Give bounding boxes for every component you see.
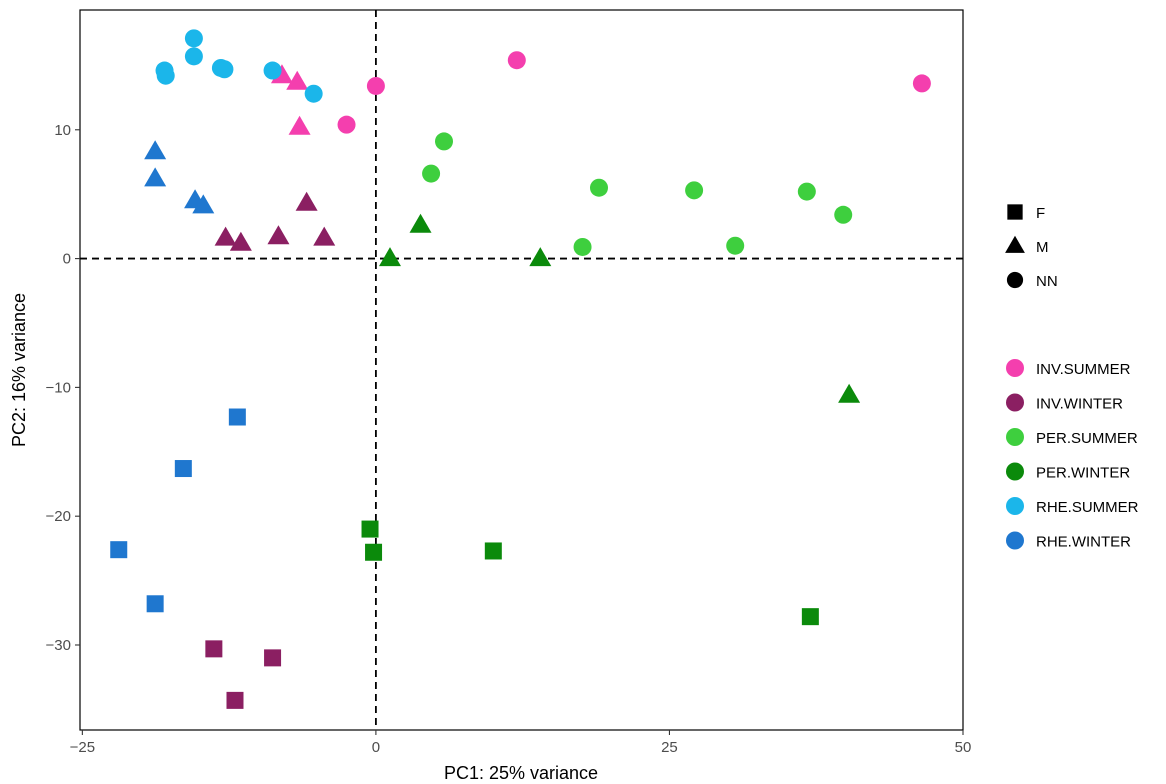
y-axis-title: PC2: 16% variance <box>9 293 29 447</box>
point-per-summer <box>422 164 441 183</box>
color-legend-label: INV.SUMMER <box>1036 361 1131 378</box>
point-per-summer <box>834 205 853 224</box>
point-per-summer <box>797 182 816 201</box>
point-inv-summer <box>286 70 309 90</box>
point-rhe-winter <box>144 167 167 187</box>
point-rhe-winter <box>228 408 246 426</box>
point-per-winter <box>361 520 379 538</box>
point-inv-summer <box>912 74 931 93</box>
point-rhe-summer <box>215 60 234 79</box>
point-inv-winter <box>226 691 244 709</box>
point-per-summer <box>685 181 704 200</box>
y-tick-label: −10 <box>46 379 71 396</box>
point-rhe-winter <box>144 140 167 160</box>
color-legend: INV.SUMMER INV.WINTER PER.SUMMER PER.WINTER… <box>1006 359 1139 551</box>
point-inv-winter <box>313 226 336 246</box>
point-inv-summer <box>366 76 385 95</box>
legend-key-color <box>1006 393 1024 412</box>
point-inv-winter <box>295 191 318 211</box>
color-legend-label: PER.WINTER <box>1036 465 1130 482</box>
point-per-winter <box>409 213 432 233</box>
y-axis: −30 −20 −10 0 10 <box>46 122 80 654</box>
x-tick-label: 25 <box>661 739 678 756</box>
legend-key-color <box>1006 462 1024 481</box>
color-legend-label: PER.SUMMER <box>1036 430 1138 447</box>
point-per-winter <box>529 247 552 267</box>
legend-key-color <box>1006 531 1024 550</box>
point-inv-winter <box>264 649 282 667</box>
y-tick-label: 0 <box>63 251 71 268</box>
y-tick-label: −20 <box>46 508 71 525</box>
plot-panel-border <box>79 9 964 731</box>
x-tick-label: 50 <box>955 739 972 756</box>
x-tick-label: 0 <box>372 739 380 756</box>
x-axis-title: PC1: 25% variance <box>444 763 598 783</box>
x-axis: −25 0 25 50 <box>70 730 972 756</box>
point-per-winter <box>801 608 819 626</box>
point-rhe-summer <box>184 47 203 66</box>
point-rhe-winter <box>174 460 192 478</box>
point-per-winter <box>484 542 502 560</box>
point-rhe-winter <box>110 541 128 559</box>
point-inv-winter <box>229 231 252 251</box>
y-tick-label: −30 <box>46 637 71 654</box>
point-rhe-summer <box>156 66 175 85</box>
legend-key-color <box>1006 428 1024 446</box>
point-rhe-summer <box>263 61 282 80</box>
point-per-summer <box>589 178 608 197</box>
point-per-summer <box>573 237 592 256</box>
point-per-winter <box>365 543 383 561</box>
legend-key-color <box>1006 497 1024 515</box>
point-inv-summer <box>288 115 311 135</box>
shape-legend-label: M <box>1036 239 1049 256</box>
point-inv-summer <box>337 115 356 134</box>
x-tick-label: −25 <box>70 739 95 756</box>
point-inv-winter <box>205 640 223 658</box>
point-rhe-summer <box>184 29 203 48</box>
point-per-winter <box>378 247 401 267</box>
point-per-summer <box>726 236 745 255</box>
point-inv-summer <box>507 51 526 70</box>
shape-legend-label: F <box>1036 205 1045 222</box>
legend-key-triangle <box>1005 235 1025 253</box>
color-legend-label: INV.WINTER <box>1036 396 1123 413</box>
reference-lines <box>80 10 963 730</box>
shape-legend-label: NN <box>1036 273 1058 290</box>
shape-legend: FM NN <box>1005 204 1058 290</box>
color-legend-label: RHE.SUMMER <box>1036 499 1139 516</box>
point-rhe-summer <box>304 84 323 103</box>
point-rhe-winter <box>146 595 164 613</box>
legend-key-circle <box>1006 271 1024 289</box>
legend-key-color <box>1006 359 1024 377</box>
point-rhe-winter <box>192 194 215 214</box>
data-points <box>110 29 931 709</box>
legend-key-square <box>1007 204 1023 220</box>
point-per-summer <box>435 132 454 151</box>
y-tick-label: 10 <box>54 122 71 139</box>
point-per-winter <box>838 383 861 403</box>
color-legend-label: RHE.WINTER <box>1036 534 1131 551</box>
point-inv-winter <box>267 225 290 245</box>
point-inv-winter <box>214 226 237 246</box>
